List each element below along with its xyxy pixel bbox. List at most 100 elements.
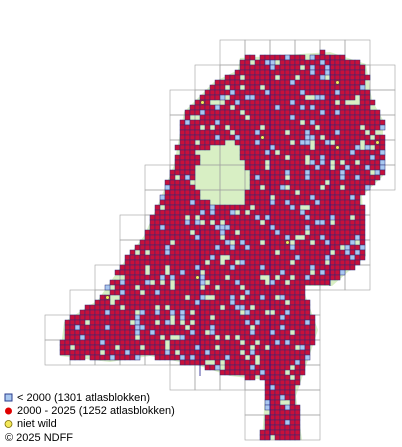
atlas-block xyxy=(224,349,231,356)
atlas-block xyxy=(189,274,196,281)
atlas-block xyxy=(199,314,206,321)
atlas-block xyxy=(374,164,381,171)
atlas-block xyxy=(239,119,246,126)
atlas-block xyxy=(189,299,196,306)
atlas-block xyxy=(164,249,171,256)
atlas-block xyxy=(199,304,206,311)
atlas-block xyxy=(199,94,206,101)
atlas-block xyxy=(294,324,301,331)
atlas-block xyxy=(299,189,306,196)
atlas-block xyxy=(204,114,211,121)
atlas-block xyxy=(249,259,256,266)
atlas-block xyxy=(254,89,261,96)
atlas-block xyxy=(299,359,306,366)
atlas-block xyxy=(129,254,136,261)
atlas-block xyxy=(199,339,206,346)
atlas-block xyxy=(64,324,71,331)
grid-cell xyxy=(119,214,146,241)
atlas-block xyxy=(234,314,241,321)
atlas-block xyxy=(144,234,151,241)
atlas-block xyxy=(309,179,316,186)
atlas-block xyxy=(129,294,136,301)
atlas-block xyxy=(284,329,291,336)
atlas-block xyxy=(304,224,311,231)
atlas-block xyxy=(159,324,166,331)
atlas-block xyxy=(299,219,306,226)
atlas-block xyxy=(194,309,201,316)
atlas-block xyxy=(299,214,306,221)
atlas-block xyxy=(149,254,156,261)
atlas-block xyxy=(354,229,361,236)
atlas-block xyxy=(179,354,186,361)
atlas-block xyxy=(104,344,111,351)
atlas-block xyxy=(194,99,201,106)
atlas-block xyxy=(329,64,336,71)
atlas-block xyxy=(359,254,366,261)
atlas-block xyxy=(334,94,341,101)
atlas-block xyxy=(204,229,211,236)
atlas-block xyxy=(274,419,281,426)
atlas-block xyxy=(124,279,131,286)
atlas-block xyxy=(219,244,226,251)
atlas-block xyxy=(334,89,341,96)
atlas-block xyxy=(219,274,226,281)
atlas-block xyxy=(239,64,246,71)
atlas-block xyxy=(249,209,256,216)
atlas-block xyxy=(269,139,276,146)
atlas-block xyxy=(114,309,121,316)
atlas-block xyxy=(334,129,341,136)
atlas-block xyxy=(189,354,196,361)
atlas-block xyxy=(259,289,266,296)
atlas-block xyxy=(299,144,306,151)
atlas-block xyxy=(174,179,181,186)
atlas-block xyxy=(74,324,81,331)
atlas-block xyxy=(199,359,206,366)
atlas-block xyxy=(339,189,346,196)
atlas-block xyxy=(244,99,251,106)
atlas-block xyxy=(199,114,206,121)
atlas-block xyxy=(289,354,296,361)
atlas-block xyxy=(299,54,306,61)
atlas-block xyxy=(234,234,241,241)
atlas-block xyxy=(174,204,181,211)
atlas-block xyxy=(249,104,256,111)
atlas-block xyxy=(284,119,291,126)
atlas-block xyxy=(204,224,211,231)
atlas-block xyxy=(189,104,196,111)
atlas-block xyxy=(379,119,386,126)
atlas-block xyxy=(139,254,146,261)
atlas-block xyxy=(264,364,271,371)
atlas-block xyxy=(289,144,296,151)
atlas-block xyxy=(149,224,156,231)
atlas-block xyxy=(334,164,341,171)
atlas-block xyxy=(264,114,271,121)
atlas-block xyxy=(109,354,116,361)
atlas-block xyxy=(349,69,356,76)
atlas-block xyxy=(204,209,211,216)
atlas-block xyxy=(239,154,246,161)
atlas-block xyxy=(284,434,291,441)
atlas-block xyxy=(369,179,376,186)
atlas-block xyxy=(204,244,211,251)
atlas-block xyxy=(79,314,86,321)
atlas-block xyxy=(219,309,226,316)
atlas-block xyxy=(154,229,161,236)
atlas-block xyxy=(209,249,216,256)
atlas-block xyxy=(259,294,266,301)
atlas-block xyxy=(99,354,106,361)
atlas-block xyxy=(344,159,351,166)
atlas-block xyxy=(134,299,141,306)
atlas-block xyxy=(304,354,311,361)
atlas-block xyxy=(234,354,241,361)
atlas-block xyxy=(94,304,101,311)
atlas-block xyxy=(279,379,286,386)
atlas-block xyxy=(314,159,321,166)
atlas-block xyxy=(244,79,251,86)
atlas-block xyxy=(114,269,121,276)
atlas-block xyxy=(129,289,136,296)
atlas-block xyxy=(164,334,171,341)
atlas-block xyxy=(204,219,211,226)
atlas-block xyxy=(69,339,76,346)
atlas-block xyxy=(359,84,366,91)
atlas-block xyxy=(254,324,261,331)
